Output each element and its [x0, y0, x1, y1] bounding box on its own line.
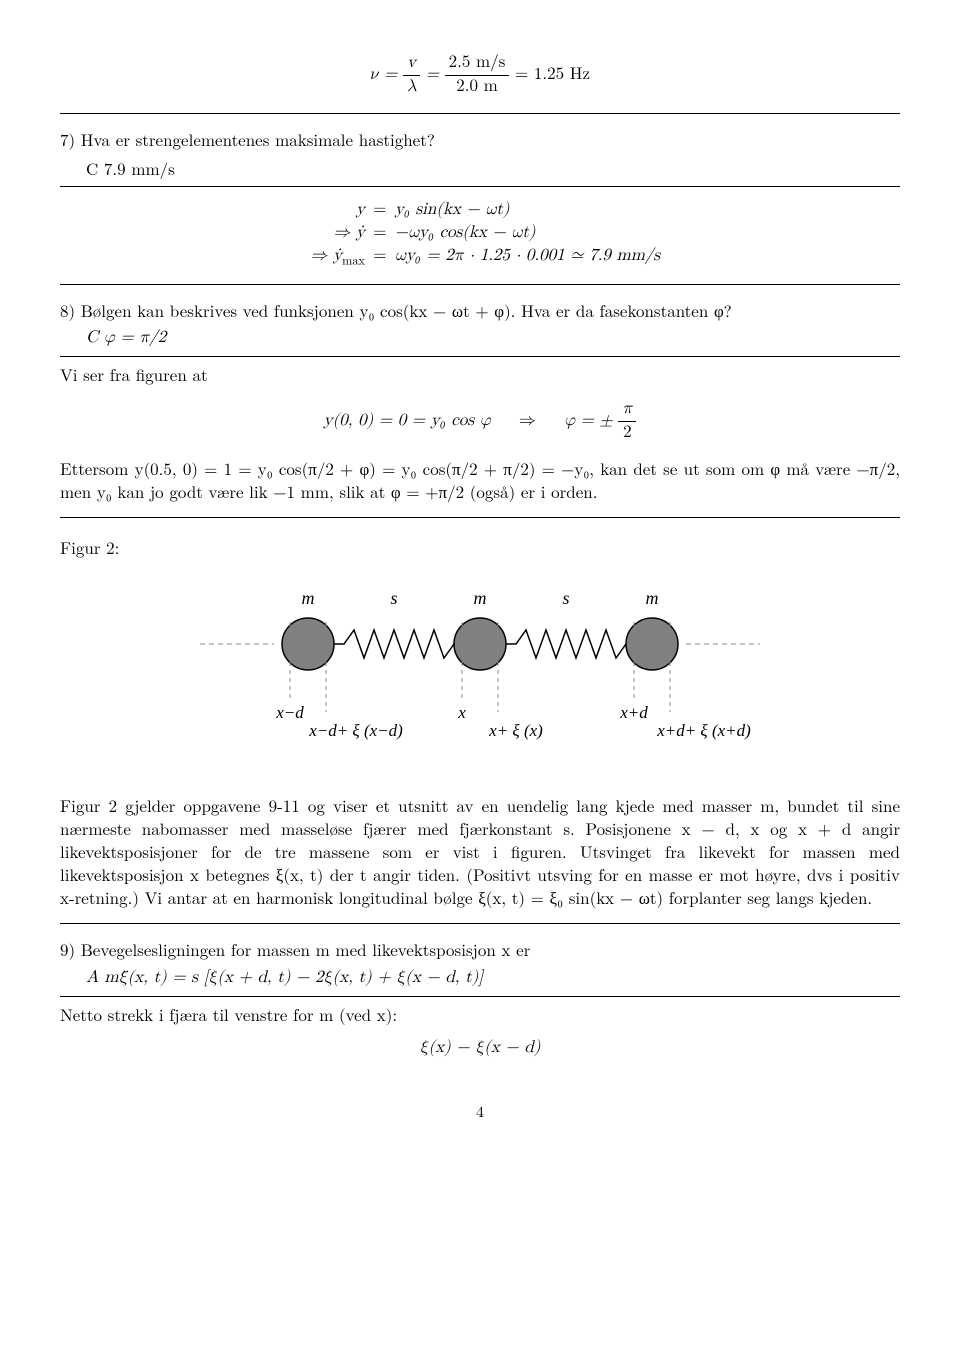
eq7-r2-r: −ωy₀ cos(kx − ωt) — [389, 222, 536, 245]
divider — [60, 996, 900, 997]
svg-text:m: m — [302, 588, 315, 608]
svg-text:x: x — [457, 703, 466, 722]
divider — [60, 284, 900, 285]
divider — [60, 356, 900, 357]
divider — [60, 923, 900, 924]
divider — [60, 517, 900, 518]
svg-text:m: m — [474, 588, 487, 608]
eq7-r3-r: ωy₀ = 2π · 1.25 · 0.001 ≃ 7.9 mm/s — [389, 245, 660, 270]
eq7-r2-m: = — [371, 222, 389, 245]
sol9-line1: Netto strekk i fjæra til venstre for m (… — [60, 1003, 900, 1026]
sol9-eq: ξ(x) − ξ(x − d) — [60, 1037, 900, 1060]
figure-2-diagram: m s m s m x−dx−d+ ξ (x−d) x x+ ξ (x) x+d x+d+ ξ (… — [60, 569, 900, 764]
question-8: 8) Bølgen kan beskrives ved funksjonen y… — [60, 299, 900, 322]
sol8-frac-num: π — [618, 398, 636, 422]
eq7-r1-m: = — [371, 199, 389, 222]
eq-nu-f2-num: 2.5 m/s — [445, 52, 510, 76]
q7-answer: C 7.9 mm/s — [60, 157, 900, 180]
eq7-r1-r: y₀ sin(kx − ωt) — [389, 199, 510, 222]
svg-text:s: s — [562, 588, 569, 608]
eq7-r3-l: ⇒ ẏmax — [300, 245, 371, 270]
q8-text: 8) Bølgen kan beskrives ved funksjonen y… — [60, 298, 732, 322]
question-9: 9) Bevegelsesligningen for massen m med … — [60, 938, 900, 961]
divider — [60, 186, 900, 187]
sol8-eq-arrow: ⇒ — [519, 412, 536, 429]
sol8-line2: Ettersom y(0.5, 0) = 1 = y₀ cos(π/2 + φ)… — [60, 457, 900, 503]
mass-spring-diagram: m s m s m x−dx−d+ ξ (x−d) x x+ ξ (x) x+d x+d+ ξ (… — [200, 569, 760, 759]
svg-text:x+d+ ξ (x+d): x+d+ ξ (x+d) — [656, 721, 751, 740]
svg-text:x+ ξ (x): x+ ξ (x) — [488, 721, 543, 740]
eq7-r3-m: = — [371, 245, 389, 270]
svg-text:s: s — [390, 588, 397, 608]
eq-nu-f1-den: λ — [403, 76, 420, 99]
q8-answer: C φ = π/2 — [60, 327, 900, 350]
eq-nu-f1-num: v — [403, 52, 420, 76]
eq-nu-rhs: = 1.25 Hz — [515, 66, 590, 83]
question-7: 7) Hva er strengelementenes maksimale ha… — [60, 128, 900, 151]
eq-nu-mid: = — [426, 66, 445, 83]
equation-block-7: y = y₀ sin(kx − ωt) ⇒ ẏ = −ωy₀ cos(kx − … — [60, 199, 900, 270]
sol8-line1: Vi ser fra figuren at — [60, 363, 900, 386]
figure-2-label: Figur 2: — [60, 536, 900, 559]
sol8-eq: y(0, 0) = 0 = y₀ cos φ ⇒ φ = ± π 2 — [60, 398, 900, 445]
svg-text:x+d: x+d — [619, 703, 648, 722]
eq7-r2-l: ⇒ ẏ — [300, 222, 371, 245]
eq7-r1-l: y — [300, 199, 371, 222]
sol8-eq-rhs-pre: φ = ± — [564, 412, 613, 429]
sol8-eq-lhs: y(0, 0) = 0 = y₀ cos φ — [324, 412, 491, 429]
equation-nu: ν = v λ = 2.5 m/s 2.0 m = 1.25 Hz — [60, 52, 900, 99]
sol8-frac-den: 2 — [618, 422, 636, 445]
page-number: 4 — [60, 1100, 900, 1122]
svg-text:m: m — [646, 588, 659, 608]
svg-text:x−d+ ξ (x−d): x−d+ ξ (x−d) — [308, 721, 403, 740]
q9-answer: A mξ̈(x, t) = s [ξ(x + d, t) − 2ξ(x, t) … — [60, 967, 900, 990]
figure-2-caption: Figur 2 gjelder oppgavene 9-11 og viser … — [60, 794, 900, 909]
svg-text:x−d: x−d — [275, 703, 304, 722]
divider — [60, 113, 900, 114]
q7-text: 7) Hva er strengelementenes maksimale ha… — [60, 127, 435, 151]
eq-nu-f2-den: 2.0 m — [445, 76, 510, 99]
eq-nu-lhs: ν = — [370, 66, 403, 83]
